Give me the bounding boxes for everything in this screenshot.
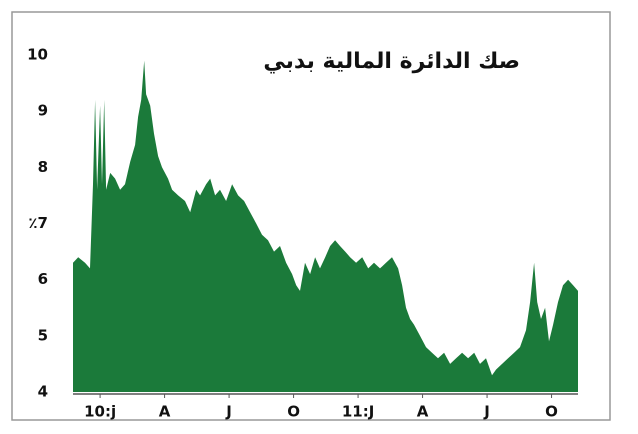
y-tick-label: 4 [38,383,48,401]
y-tick-label: 5 [38,326,48,344]
x-tick-label: O [287,403,300,421]
x-tick-label: J [483,403,490,421]
x-tick-label: J [225,403,232,421]
y-tick-label: 10 [27,46,48,64]
x-tick-label: 10:j [84,403,116,421]
area [73,60,578,392]
y-tick-label: 8 [38,158,48,176]
frame [11,11,611,421]
x-tick-label: A [417,403,429,421]
y-tick-label: 6 [38,270,48,288]
chart-title: صك الدائرة المالية بدبي [263,49,520,74]
x-tick-label: 11:J [342,403,374,421]
y-tick-label: 9 [38,102,48,120]
x-tick-label: O [545,403,558,421]
x-tick-label: A [159,403,171,421]
y-tick-label: ٪7 [28,214,48,232]
